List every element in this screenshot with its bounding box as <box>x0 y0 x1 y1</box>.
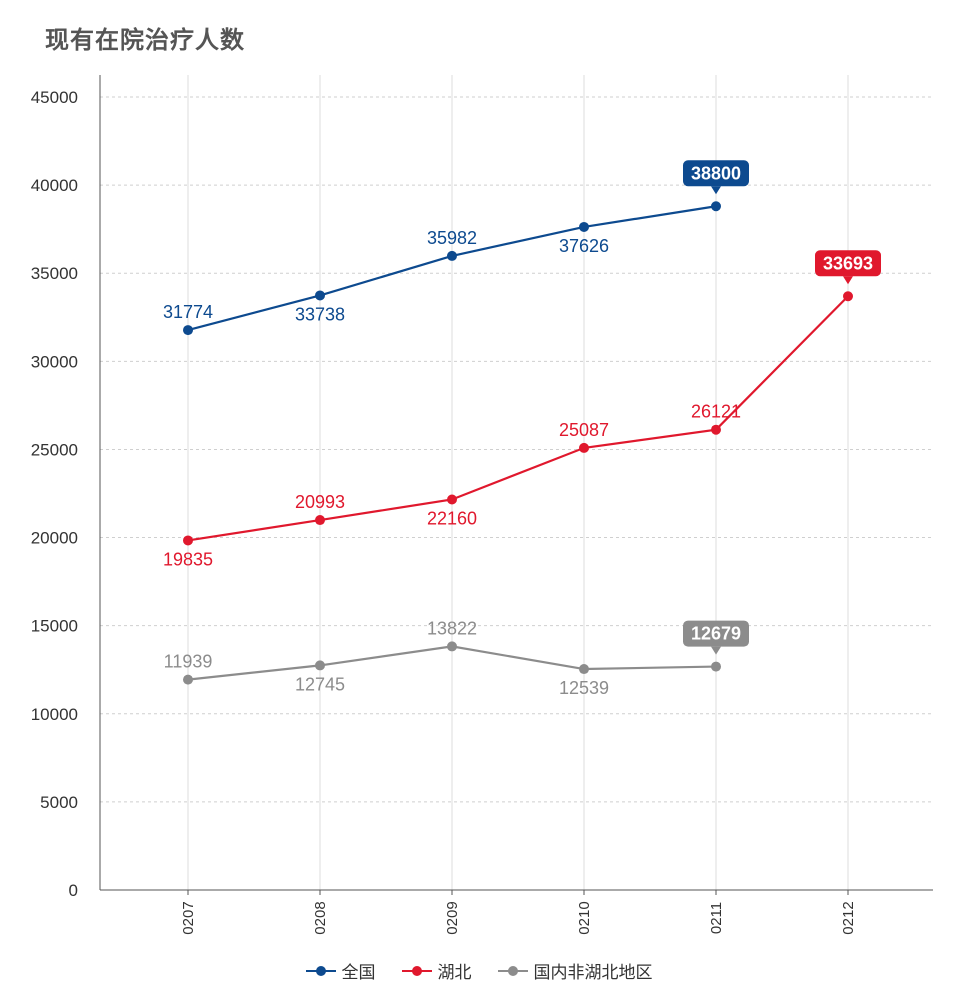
legend-item-1[interactable]: 全国 <box>305 958 376 983</box>
legend-label: 全国 <box>341 963 376 983</box>
data-point <box>183 325 193 336</box>
y-tick-label: 40000 <box>31 176 78 195</box>
callout-label: 38800 <box>691 163 741 183</box>
data-point <box>711 424 721 435</box>
data-label: 20993 <box>295 492 345 512</box>
data-label: 31774 <box>163 302 213 322</box>
data-point <box>183 674 193 685</box>
y-tick-label: 0 <box>69 881 78 900</box>
data-label: 22160 <box>427 508 477 528</box>
data-label: 33738 <box>295 304 345 324</box>
y-tick-label: 15000 <box>31 617 78 636</box>
data-point <box>183 535 193 546</box>
data-point <box>447 250 457 261</box>
data-label: 19835 <box>163 549 213 569</box>
chart-title: 现有在院治疗人数 <box>45 26 245 54</box>
y-tick-label: 10000 <box>31 705 78 724</box>
legend-label: 湖北 <box>437 963 472 983</box>
y-tick-label: 20000 <box>31 529 78 548</box>
data-label: 13822 <box>427 618 477 638</box>
series-line-2 <box>187 295 849 542</box>
data-label: 35982 <box>427 228 477 248</box>
data-label: 11939 <box>164 652 213 672</box>
data-label: 26121 <box>691 402 741 422</box>
data-point <box>579 664 589 675</box>
y-tick-label: 45000 <box>31 88 78 107</box>
callout-pointer <box>711 186 721 195</box>
data-point <box>579 221 589 232</box>
x-tick-label: 0212 <box>840 901 857 934</box>
data-point <box>315 290 325 301</box>
legend-item-3[interactable]: 国内非湖北地区 <box>497 958 653 983</box>
grid-lines <box>100 75 933 890</box>
callout-label: 12679 <box>691 624 741 644</box>
x-tick-label: 0210 <box>576 901 593 934</box>
legend: 全国 湖北 国内非湖北地区 <box>0 958 958 983</box>
callout-box <box>683 160 749 187</box>
data-labels: 31774 33738 35982 37626 38800 19835 20993 22160… <box>163 160 881 698</box>
data-point <box>843 291 853 302</box>
data-point <box>315 660 325 671</box>
y-tick-label: 25000 <box>31 440 78 459</box>
data-point <box>447 494 457 505</box>
y-tick-label: 30000 <box>31 352 78 371</box>
data-point <box>315 515 325 526</box>
callout-box <box>815 250 881 277</box>
data-label: 25087 <box>559 420 609 440</box>
axes: 0 5000 10000 15000 20000 25000 30000 35000 40000… <box>31 75 933 935</box>
series-group <box>183 201 853 685</box>
x-tick-label: 0207 <box>180 901 197 934</box>
legend-swatch <box>401 965 432 977</box>
x-tick-label: 0208 <box>312 901 329 934</box>
data-point <box>711 661 721 672</box>
legend-item-2[interactable]: 湖北 <box>401 958 472 983</box>
data-label: 12745 <box>295 674 345 694</box>
callout-box <box>683 620 749 647</box>
data-point <box>711 201 721 212</box>
legend-swatch <box>305 965 336 977</box>
legend-swatch <box>497 965 528 977</box>
data-label: 37626 <box>559 236 609 256</box>
callout-pointer <box>711 646 721 655</box>
y-tick-label: 35000 <box>31 264 78 283</box>
x-tick-label: 0209 <box>444 901 461 934</box>
legend-label: 国内非湖北地区 <box>533 963 653 983</box>
y-tick-label: 5000 <box>40 793 78 812</box>
data-point <box>447 641 457 652</box>
callout-pointer <box>843 276 853 285</box>
x-tick-label: 0211 <box>708 902 725 934</box>
callout-label: 33693 <box>823 253 873 273</box>
data-point <box>579 442 589 453</box>
data-label: 12539 <box>559 678 609 698</box>
